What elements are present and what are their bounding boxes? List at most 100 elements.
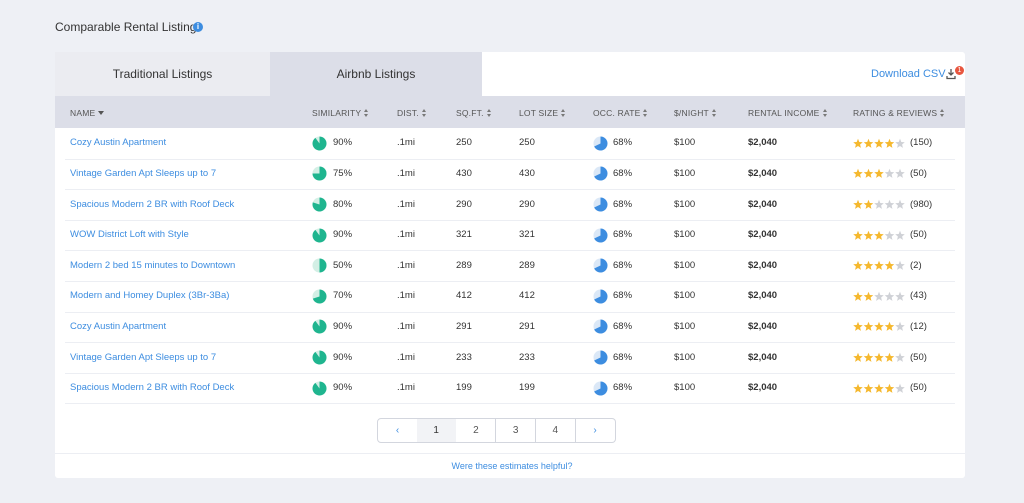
star [853, 291, 863, 301]
row-divider [65, 311, 955, 313]
pie-icon [312, 319, 327, 334]
pie-slice [312, 319, 327, 334]
page-button[interactable]: ‹ [377, 418, 418, 443]
nightly-rate: $100 [674, 259, 696, 271]
listing-name[interactable]: Spacious Modern 2 BR with Roof Deck [70, 198, 235, 210]
listing-name[interactable]: Vintage Garden Apt Sleeps up to 7 [70, 167, 217, 179]
pie-icon [593, 258, 608, 273]
column-header[interactable]: RATING & REVIEWS [853, 108, 945, 118]
pie-icon [312, 228, 327, 243]
star [863, 383, 874, 393]
distance: .1mi [397, 167, 415, 179]
review-count: (150) [910, 137, 933, 149]
download-icon[interactable] [946, 68, 956, 80]
tab[interactable]: Traditional Listings [55, 52, 270, 96]
sort-icon [364, 109, 369, 117]
star [874, 199, 884, 209]
listing-name[interactable]: Cozy Austin Apartment [70, 320, 167, 332]
rental-income: $2,040 [748, 290, 778, 302]
star [863, 291, 874, 301]
rental-income: $2,040 [748, 198, 778, 210]
pie-icon [312, 350, 327, 365]
rental-income: $2,040 [748, 259, 778, 271]
rental-income: $2,040 [748, 382, 778, 394]
sqft: 250 [456, 137, 472, 149]
distance: .1mi [397, 382, 415, 394]
page-button[interactable]: 2 [456, 418, 497, 443]
distance: .1mi [397, 137, 415, 149]
column-header[interactable]: OCC. RATE [593, 108, 648, 118]
row-divider [65, 219, 955, 221]
star [874, 260, 884, 271]
pie-slice [594, 319, 608, 334]
page-button[interactable]: 3 [496, 418, 537, 443]
lot-size: 412 [519, 290, 535, 302]
lot-size: 290 [519, 198, 535, 210]
pie-icon [312, 166, 327, 181]
info-icon[interactable]: i [193, 22, 203, 32]
listing-name[interactable]: Modern 2 bed 15 minutes to Downtown [70, 259, 236, 271]
feedback-link[interactable]: Were these estimates helpful? [451, 461, 573, 471]
star-rating [853, 352, 905, 362]
pie-icon [593, 197, 608, 212]
star [884, 169, 895, 179]
star [853, 169, 863, 179]
star [874, 352, 884, 362]
sort-icon [561, 109, 566, 117]
row-divider [65, 158, 955, 160]
review-count: (50) [910, 229, 927, 241]
column-header[interactable]: LOT SIZE [519, 108, 566, 118]
page-button[interactable]: 4 [535, 418, 576, 443]
tab-active[interactable]: Airbnb Listings [270, 52, 482, 96]
review-count: (43) [910, 290, 927, 302]
column-header[interactable]: SIMILARITY [312, 108, 369, 118]
pie-slice [594, 197, 608, 212]
lot-size: 233 [519, 351, 535, 363]
nightly-rate: $100 [674, 229, 696, 241]
star [853, 383, 863, 393]
sqft: 412 [456, 290, 472, 302]
review-count: (2) [910, 259, 922, 271]
listing-name[interactable]: Modern and Homey Duplex (3Br-3Ba) [70, 290, 230, 302]
column-header[interactable]: SQ.FT. [456, 108, 492, 118]
column-header[interactable]: RENTAL INCOME [748, 108, 828, 118]
row-divider [65, 342, 955, 344]
sqft: 233 [456, 351, 472, 363]
review-count: (50) [910, 351, 927, 363]
star [874, 169, 884, 179]
star [895, 260, 905, 271]
listing-name[interactable]: Cozy Austin Apartment [70, 137, 167, 149]
pie-slice [312, 166, 327, 181]
page-button[interactable]: 1 [416, 418, 457, 443]
rental-income: $2,040 [748, 137, 778, 149]
sqft: 321 [456, 229, 472, 241]
listing-name[interactable]: Vintage Garden Apt Sleeps up to 7 [70, 351, 217, 363]
pie-slice [594, 136, 608, 151]
sort-icon [940, 109, 945, 117]
star [884, 230, 895, 240]
page-button[interactable]: › [575, 418, 616, 443]
star-rating [853, 260, 905, 271]
listing-name[interactable]: Spacious Modern 2 BR with Roof Deck [70, 382, 235, 394]
pie-icon [312, 258, 327, 273]
star [895, 322, 905, 332]
nightly-rate: $100 [674, 351, 696, 363]
column-header[interactable]: DIST. [397, 108, 427, 118]
column-header[interactable]: NAME [70, 108, 105, 118]
rental-income: $2,040 [748, 351, 778, 363]
lot-size: 199 [519, 382, 535, 394]
star [895, 169, 905, 179]
download-link[interactable]: Download CSV [871, 68, 946, 80]
lot-size: 430 [519, 167, 535, 179]
star [884, 322, 895, 332]
pie-icon [312, 136, 327, 151]
table-header [55, 96, 965, 128]
column-header[interactable]: $/NIGHT [674, 108, 717, 118]
pie-slice [312, 228, 327, 243]
star [863, 199, 874, 209]
pie-slice [594, 166, 608, 181]
pie-icon [312, 289, 327, 304]
section-title: Comparable Rental Listings [55, 20, 203, 34]
lot-size: 321 [519, 229, 535, 241]
listing-name[interactable]: WOW District Loft with Style [70, 229, 189, 241]
